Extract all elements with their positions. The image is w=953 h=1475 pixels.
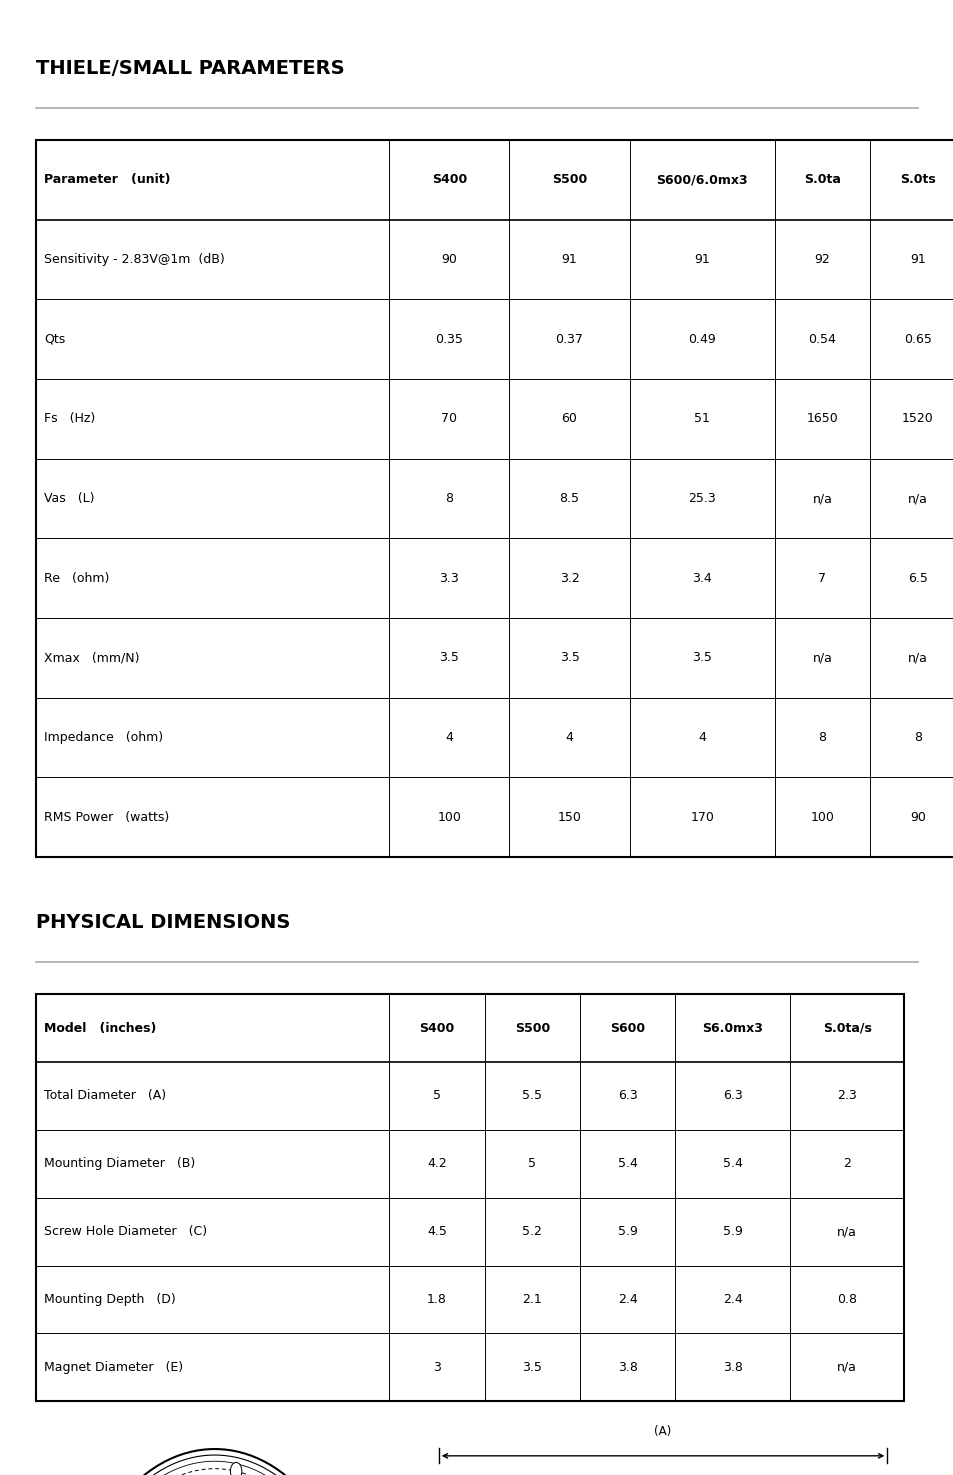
Text: 3.3: 3.3 [439, 572, 458, 584]
Text: S600/6.0mx3: S600/6.0mx3 [656, 174, 747, 186]
Text: 4.5: 4.5 [427, 1226, 446, 1238]
Text: Total Diameter   (A): Total Diameter (A) [44, 1090, 166, 1102]
Text: 2.4: 2.4 [722, 1294, 741, 1305]
Text: 3.5: 3.5 [559, 652, 578, 664]
Text: 0.54: 0.54 [807, 333, 836, 345]
Text: 6.3: 6.3 [618, 1090, 637, 1102]
Text: 7: 7 [818, 572, 825, 584]
Text: 2: 2 [842, 1158, 850, 1170]
Text: 4: 4 [565, 732, 573, 743]
Text: S400: S400 [419, 1022, 454, 1034]
Text: 2.4: 2.4 [618, 1294, 637, 1305]
Text: Parameter   (unit): Parameter (unit) [44, 174, 171, 186]
Text: 1.8: 1.8 [427, 1294, 446, 1305]
Text: 91: 91 [561, 254, 577, 266]
Text: n/a: n/a [812, 493, 831, 504]
Text: 4: 4 [698, 732, 705, 743]
Text: PHYSICAL DIMENSIONS: PHYSICAL DIMENSIONS [36, 913, 291, 932]
Text: 100: 100 [809, 811, 834, 823]
Text: 90: 90 [441, 254, 456, 266]
Text: 1520: 1520 [901, 413, 933, 425]
Text: 8: 8 [913, 732, 921, 743]
Text: 3.4: 3.4 [692, 572, 711, 584]
Text: 2.3: 2.3 [837, 1090, 856, 1102]
Text: S.0ta/s: S.0ta/s [821, 1022, 871, 1034]
Text: RMS Power   (watts): RMS Power (watts) [44, 811, 169, 823]
Text: THIELE/SMALL PARAMETERS: THIELE/SMALL PARAMETERS [36, 59, 345, 78]
Circle shape [231, 1462, 242, 1475]
Text: 8: 8 [818, 732, 825, 743]
Text: 3.5: 3.5 [692, 652, 711, 664]
Text: 8.5: 8.5 [559, 493, 578, 504]
Text: 3.8: 3.8 [722, 1361, 741, 1373]
Text: 0.35: 0.35 [435, 333, 463, 345]
Text: 3.2: 3.2 [559, 572, 578, 584]
Text: Screw Hole Diameter   (C): Screw Hole Diameter (C) [44, 1226, 207, 1238]
Text: S6.0mx3: S6.0mx3 [701, 1022, 762, 1034]
Text: 3: 3 [433, 1361, 440, 1373]
Text: Mounting Depth   (D): Mounting Depth (D) [44, 1294, 175, 1305]
Text: n/a: n/a [812, 652, 831, 664]
Text: 90: 90 [909, 811, 924, 823]
Text: Fs   (Hz): Fs (Hz) [44, 413, 95, 425]
Text: 5: 5 [433, 1090, 440, 1102]
Text: 100: 100 [436, 811, 461, 823]
Text: n/a: n/a [907, 652, 926, 664]
Text: Re   (ohm): Re (ohm) [44, 572, 110, 584]
Text: n/a: n/a [837, 1361, 856, 1373]
Text: Mounting Diameter   (B): Mounting Diameter (B) [44, 1158, 195, 1170]
Text: 2.1: 2.1 [522, 1294, 541, 1305]
Text: 5.2: 5.2 [522, 1226, 541, 1238]
Text: 3.8: 3.8 [618, 1361, 637, 1373]
Text: 150: 150 [557, 811, 581, 823]
Text: 6.5: 6.5 [907, 572, 926, 584]
Text: Model   (inches): Model (inches) [44, 1022, 156, 1034]
Text: 1650: 1650 [805, 413, 838, 425]
Text: n/a: n/a [837, 1226, 856, 1238]
Text: 5.5: 5.5 [522, 1090, 541, 1102]
Text: 91: 91 [694, 254, 709, 266]
Text: 4.2: 4.2 [427, 1158, 446, 1170]
Text: Qts: Qts [44, 333, 65, 345]
FancyBboxPatch shape [36, 994, 903, 1401]
Text: S400: S400 [432, 174, 466, 186]
Text: 25.3: 25.3 [687, 493, 716, 504]
Text: 0.37: 0.37 [555, 333, 583, 345]
Text: Xmax   (mm/N): Xmax (mm/N) [44, 652, 139, 664]
Text: 91: 91 [909, 254, 924, 266]
Text: 4: 4 [445, 732, 453, 743]
Text: Vas   (L): Vas (L) [44, 493, 94, 504]
Text: (A): (A) [654, 1425, 671, 1438]
Text: 92: 92 [814, 254, 829, 266]
Text: 51: 51 [694, 413, 709, 425]
Text: S600: S600 [610, 1022, 644, 1034]
Text: S500: S500 [552, 174, 586, 186]
Text: 0.49: 0.49 [687, 333, 716, 345]
Text: S.0ta: S.0ta [803, 174, 840, 186]
Text: 60: 60 [561, 413, 577, 425]
Text: 5.4: 5.4 [722, 1158, 741, 1170]
Text: 5.9: 5.9 [618, 1226, 637, 1238]
Text: 6.3: 6.3 [722, 1090, 741, 1102]
Text: 0.65: 0.65 [902, 333, 931, 345]
Text: 170: 170 [689, 811, 714, 823]
Text: 5.9: 5.9 [722, 1226, 741, 1238]
Text: S500: S500 [515, 1022, 549, 1034]
Text: 5.4: 5.4 [618, 1158, 637, 1170]
Text: Impedance   (ohm): Impedance (ohm) [44, 732, 163, 743]
FancyBboxPatch shape [36, 140, 953, 857]
Text: 70: 70 [441, 413, 456, 425]
Text: 5: 5 [528, 1158, 536, 1170]
Text: n/a: n/a [907, 493, 926, 504]
Text: Magnet Diameter   (E): Magnet Diameter (E) [44, 1361, 183, 1373]
Text: Sensitivity - 2.83V@1m  (dB): Sensitivity - 2.83V@1m (dB) [44, 254, 224, 266]
Text: 8: 8 [445, 493, 453, 504]
Text: 3.5: 3.5 [439, 652, 458, 664]
Text: 0.8: 0.8 [837, 1294, 856, 1305]
Text: S.0ts: S.0ts [899, 174, 935, 186]
Text: 3.5: 3.5 [522, 1361, 541, 1373]
